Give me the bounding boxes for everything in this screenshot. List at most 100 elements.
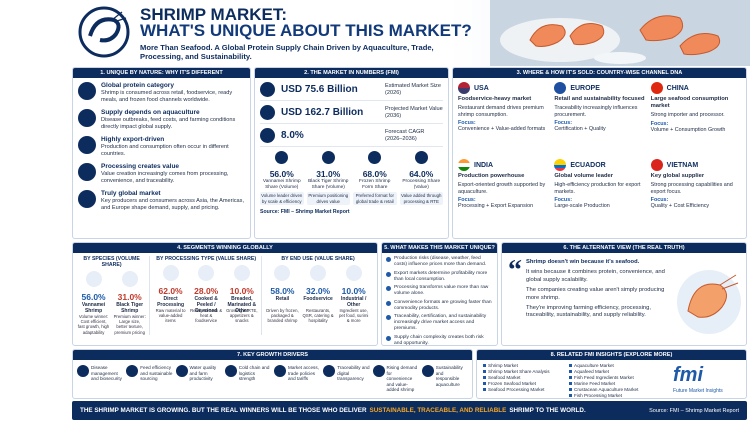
link-text[interactable]: Shrimp Market	[488, 362, 518, 368]
country-head: INDIA	[458, 159, 548, 171]
segment-value: 58.0%	[270, 286, 295, 296]
segment-title: BY PROCESSING TYPE (VALUE SHARE)	[156, 256, 257, 262]
link-text[interactable]: Frozen Seafood Market	[488, 380, 537, 386]
quote-line: It wins because it combines protein, con…	[526, 269, 665, 283]
link-text[interactable]: Aquaculture Market	[574, 362, 614, 368]
country-text: Strong processing capabilities and expor…	[650, 182, 733, 195]
icon	[78, 109, 96, 127]
segment-title: BY END USE (VALUE SHARE)	[281, 256, 355, 262]
flag	[554, 82, 567, 94]
driver-text: Rising demand for convenience and value-…	[386, 365, 418, 393]
link-text[interactable]: Marine Feed Market	[574, 380, 616, 386]
icon	[345, 265, 362, 281]
title-line-1: SHRIMP MARKET:	[140, 5, 288, 24]
country-name: INDIA	[474, 161, 494, 169]
related-link[interactable]: Aquaculture Market	[569, 362, 664, 368]
icon	[260, 105, 275, 120]
icon	[368, 151, 382, 164]
footer-highlight: SUSTAINABLE, TRACEABLE, AND RELIABLE	[369, 407, 507, 414]
bullet-text: Convenience formats are growing faster t…	[394, 299, 492, 311]
link-bullet	[569, 369, 572, 373]
related-link[interactable]: Seafood Processing Market	[483, 386, 563, 392]
country-name: ECUADOR	[570, 161, 606, 169]
related-link[interactable]: Marine Feed Market	[569, 380, 664, 386]
related-link[interactable]: Fish Feed Ingredients Market	[569, 374, 664, 380]
link-text[interactable]: Seafood Processing Market	[488, 386, 545, 392]
share-value: 56.0%	[269, 169, 294, 179]
icon	[78, 136, 96, 154]
link-bullet	[483, 381, 486, 385]
country-card: ECUADOR Global volume leader High-efficien…	[554, 159, 644, 233]
driver-text: Sustainability and responsible aquacultu…	[435, 365, 463, 387]
nature-title: Processing creates value	[101, 163, 180, 170]
link-text[interactable]: Shrimp Market Share Analysis	[488, 368, 550, 374]
nature-text: Highly export-driven Production and consu…	[101, 136, 245, 158]
link-text[interactable]: Seafood Market	[488, 374, 521, 380]
segment-item: 10.0% Industrial / Other Ingredient use, p…	[337, 265, 370, 324]
icon	[260, 128, 275, 143]
icon	[274, 365, 286, 377]
related-link[interactable]: Crustacean Aquaculture Market	[569, 386, 664, 392]
related-link[interactable]: Shrimp Market	[483, 362, 563, 368]
link-bullet	[569, 375, 572, 379]
country-head: EUROPE	[554, 82, 644, 94]
segment-name: Industrial / Other	[341, 296, 367, 308]
panel-heading: 6. THE ALTERNATE VIEW (THE REAL TRUTH)	[502, 243, 746, 253]
icon	[372, 365, 385, 377]
link-text[interactable]: Fish Feed Ingredients Market	[574, 374, 634, 380]
related-link[interactable]: Frozen Seafood Market	[483, 380, 563, 386]
segment-name: Breaded, Marinated & Other	[227, 296, 257, 314]
panel-heading: 7. KEY GROWTH DRIVERS	[73, 350, 472, 360]
panel-heading: 3. WHERE & HOW IT'S SOLD: COUNTRY-WISE C…	[453, 68, 746, 78]
share-value: 64.0%	[409, 169, 434, 179]
icon	[386, 286, 391, 291]
stat-label: Estimated Market Size (2026)	[385, 82, 441, 96]
link-text[interactable]: Fish Processing Market	[574, 392, 622, 398]
share-value: 31.0%	[316, 169, 341, 179]
icon	[274, 265, 291, 281]
segment-name: Foodservice	[303, 296, 333, 302]
icon	[386, 257, 391, 262]
panel-unique: 5. WHAT MAKES THIS MARKET UNIQUE? Produc…	[381, 242, 498, 346]
stat-row: 8.0% Forecast CAGR (2026–2036)	[260, 128, 443, 147]
driver-text: Traceability and digital transparency	[337, 365, 370, 382]
stat-label: Projected Market Value (2036)	[385, 105, 443, 119]
bullet-text: Supply chain complexity creates both ris…	[394, 334, 484, 346]
country-title: Foodservice-heavy market	[458, 96, 532, 102]
quote-line: The companies creating value aren't simp…	[526, 287, 665, 301]
footer: THE SHRIMP MARKET IS GROWING. BUT THE RE…	[72, 401, 747, 420]
related-link[interactable]: Fish Processing Market	[569, 392, 664, 398]
icon	[78, 82, 96, 100]
stat-label: Forecast CAGR (2026–2036)	[385, 128, 425, 142]
driver-text: Disease management and biosecurity	[91, 365, 122, 382]
related-link[interactable]: Aquafeed Market	[569, 368, 664, 374]
segment-note: Raw material to value-added items	[155, 308, 186, 324]
icon	[126, 365, 139, 377]
segment-note: Ingredient use, pet food, surimi & more	[338, 308, 369, 324]
country-text: Restaurant demand drives premium shrimp …	[458, 105, 544, 118]
link-text[interactable]: Crustacean Aquaculture Market	[574, 386, 639, 392]
country-text: Traceability increasingly influences pro…	[554, 105, 638, 118]
country-focus: Convenience + Value-added formats	[458, 126, 546, 133]
country-card: INDIA Production powerhouse Export-oriente…	[458, 159, 548, 233]
country-focus: Processing + Export Expansion	[458, 203, 534, 210]
link-bullet	[483, 375, 486, 379]
driver: Market access, trade policies and tariff…	[274, 365, 320, 393]
related-link[interactable]: Shrimp Market Share Analysis	[483, 368, 563, 374]
related-link[interactable]: Seafood Market	[483, 374, 563, 380]
subtitle: More Than Seafood. A Global Protein Supp…	[140, 43, 434, 61]
bullet-text: Processing transforms value more than ra…	[394, 285, 489, 296]
focus-label: Focus:	[554, 197, 572, 204]
shrimp-photo	[490, 0, 750, 66]
nature-title: Truly global market	[101, 190, 161, 197]
share-grid: 56.0% Vannamei Shrimp Share (Volume) Volum…	[260, 151, 443, 205]
country-head: USA	[458, 82, 548, 94]
panel-related: 8. RELATED FMI INSIGHTS (EXPLORE MORE) S…	[476, 349, 747, 399]
unique-bullet: Export markets determine profitability m…	[386, 271, 493, 283]
country-name: CHINA	[666, 84, 689, 92]
focus-label: Focus:	[458, 197, 476, 204]
flag	[554, 159, 567, 171]
link-text[interactable]: Aquafeed Market	[574, 368, 609, 374]
segment-value: 10.0%	[229, 286, 254, 296]
segment-value: 56.0%	[81, 292, 106, 302]
